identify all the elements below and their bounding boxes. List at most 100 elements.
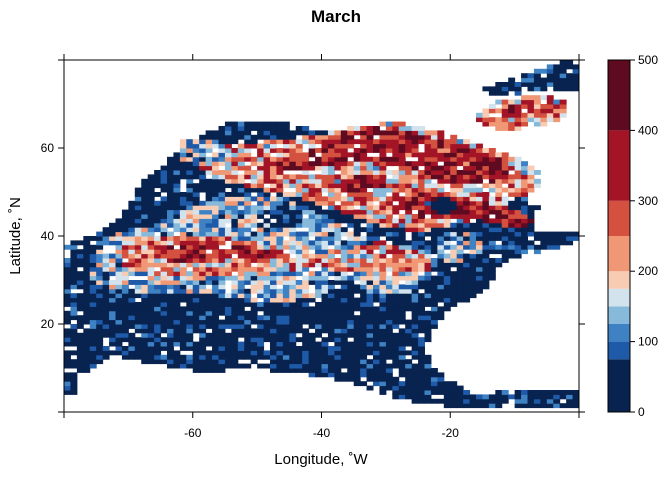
heatmap-cell	[366, 148, 374, 153]
heatmap-cell	[450, 205, 458, 211]
heatmap-cell	[141, 178, 149, 184]
heatmap-cell	[469, 253, 477, 259]
heatmap-cell	[327, 346, 335, 351]
heatmap-cell	[167, 231, 174, 237]
heatmap-cell	[231, 134, 239, 140]
heatmap-cell	[64, 288, 71, 294]
heatmap-cell	[379, 183, 387, 189]
heatmap-cell	[418, 381, 425, 387]
heatmap-cell	[398, 266, 406, 272]
heatmap-cell	[276, 231, 284, 237]
heatmap-cell	[392, 139, 400, 145]
heatmap-cell	[192, 324, 200, 329]
heatmap-cell	[263, 350, 271, 356]
heatmap-cell	[212, 209, 219, 215]
heatmap-cell	[282, 302, 290, 307]
heatmap-cell	[205, 143, 213, 149]
heatmap-cell	[212, 293, 219, 299]
heatmap-cell	[186, 363, 194, 369]
heatmap-cell	[128, 341, 136, 347]
heatmap-cell	[141, 337, 149, 343]
heatmap-cell	[263, 222, 271, 228]
heatmap-cell	[186, 139, 194, 145]
heatmap-cell	[495, 390, 503, 395]
heatmap-cell	[257, 350, 265, 356]
heatmap-cell	[353, 319, 361, 325]
heatmap-cell	[443, 403, 451, 409]
heatmap-cell	[398, 244, 406, 250]
heatmap-cell	[308, 297, 316, 303]
heatmap-cell	[469, 236, 477, 241]
heatmap-cell	[315, 306, 322, 312]
heatmap-cell	[443, 148, 451, 153]
heatmap-cell	[173, 332, 181, 338]
heatmap-cell	[192, 170, 200, 175]
heatmap-cell	[437, 310, 445, 316]
heatmap-cell	[64, 266, 71, 272]
heatmap-cell	[353, 152, 361, 158]
heatmap-cell	[315, 328, 322, 334]
heatmap-cell	[270, 236, 277, 241]
heatmap-cell	[353, 244, 361, 250]
heatmap-cell	[231, 341, 239, 347]
heatmap-cell	[218, 222, 226, 228]
heatmap-cell	[373, 126, 380, 131]
heatmap-cell	[186, 152, 194, 158]
heatmap-cell	[340, 376, 348, 382]
heatmap-cell	[553, 240, 561, 246]
heatmap-cell	[199, 280, 207, 285]
heatmap-cell	[495, 187, 503, 193]
heatmap-cell	[295, 139, 303, 145]
heatmap-cell	[295, 288, 303, 294]
heatmap-cell	[373, 271, 380, 277]
heatmap-cell	[70, 390, 78, 395]
heatmap-cell	[128, 354, 136, 360]
heatmap-cell	[244, 227, 252, 233]
heatmap-cell	[160, 231, 168, 237]
heatmap-cell	[179, 288, 187, 294]
heatmap-cell	[360, 319, 368, 325]
heatmap-cell	[315, 280, 322, 285]
heatmap-cell	[392, 161, 400, 167]
heatmap-cell	[540, 231, 548, 237]
heatmap-cell	[553, 244, 561, 250]
heatmap-cell	[508, 126, 516, 131]
heatmap-cell	[463, 156, 471, 162]
heatmap-cell	[160, 346, 168, 351]
heatmap-cell	[334, 271, 342, 277]
heatmap-cell	[134, 218, 142, 224]
heatmap-cell	[224, 293, 232, 299]
heatmap-cell	[102, 310, 110, 316]
heatmap-cell	[270, 249, 277, 255]
heatmap-cell	[134, 354, 142, 360]
heatmap-cell	[450, 293, 458, 299]
heatmap-cell	[533, 99, 541, 105]
heatmap-cell	[237, 253, 245, 259]
heatmap-cell	[173, 315, 181, 321]
heatmap-cell	[199, 205, 207, 211]
heatmap-cell	[237, 178, 245, 184]
heatmap-cell	[443, 306, 451, 312]
heatmap-cell	[89, 346, 97, 351]
heatmap-cell	[353, 376, 361, 382]
heatmap-cell	[70, 341, 78, 347]
heatmap-cell	[263, 266, 271, 272]
heatmap-cell	[347, 170, 355, 175]
heatmap-cell	[179, 209, 187, 215]
heatmap-cell	[553, 390, 561, 395]
heatmap-cell	[476, 284, 483, 290]
heatmap-cell	[308, 346, 316, 351]
heatmap-cell	[199, 174, 207, 180]
heatmap-cell	[70, 328, 78, 334]
heatmap-cell	[566, 240, 574, 246]
heatmap-cell	[173, 200, 181, 206]
heatmap-cell	[147, 337, 155, 343]
heatmap-cell	[147, 178, 155, 184]
heatmap-cell	[89, 337, 97, 343]
heatmap-cell	[276, 293, 284, 299]
heatmap-cell	[224, 337, 232, 343]
heatmap-cell	[360, 178, 368, 184]
heatmap-cell	[237, 297, 245, 303]
heatmap-cell	[327, 280, 335, 285]
heatmap-cell	[134, 284, 142, 290]
